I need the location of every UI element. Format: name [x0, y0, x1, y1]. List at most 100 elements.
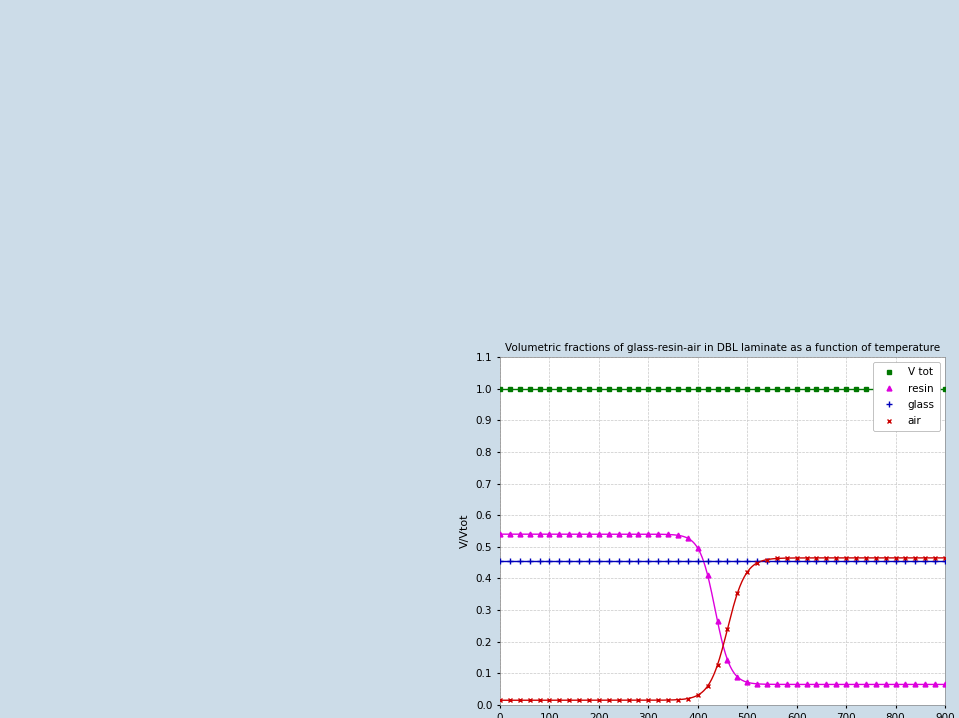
resin — [929, 680, 941, 689]
glass — [494, 556, 505, 565]
resin — [860, 680, 872, 689]
V tot — [622, 384, 634, 393]
V tot — [544, 384, 555, 393]
glass — [821, 556, 832, 565]
V tot — [692, 384, 704, 393]
air — [692, 691, 704, 699]
resin — [702, 571, 713, 579]
air — [751, 559, 762, 567]
resin — [890, 680, 901, 689]
glass — [544, 556, 555, 565]
glass — [761, 556, 773, 565]
V tot — [514, 384, 526, 393]
air — [534, 696, 546, 704]
glass — [643, 556, 654, 565]
resin — [851, 680, 862, 689]
air — [939, 554, 950, 562]
air — [672, 695, 684, 704]
V tot — [732, 384, 743, 393]
glass — [741, 556, 753, 565]
glass — [553, 556, 565, 565]
glass — [573, 556, 585, 565]
V tot — [751, 384, 762, 393]
resin — [810, 680, 822, 689]
V tot — [712, 384, 723, 393]
glass — [652, 556, 664, 565]
V tot — [801, 384, 812, 393]
glass — [613, 556, 624, 565]
V tot — [830, 384, 842, 393]
V tot — [851, 384, 862, 393]
air — [830, 554, 842, 562]
resin — [682, 534, 693, 543]
resin — [939, 680, 950, 689]
V tot — [573, 384, 585, 393]
air — [544, 696, 555, 704]
air — [791, 554, 803, 562]
resin — [751, 679, 762, 688]
glass — [524, 556, 535, 565]
resin — [712, 617, 723, 625]
resin — [534, 530, 546, 538]
glass — [663, 556, 674, 565]
glass — [633, 556, 644, 565]
air — [732, 589, 743, 598]
air — [851, 554, 862, 562]
resin — [603, 530, 615, 538]
glass — [870, 556, 881, 565]
glass — [880, 556, 892, 565]
air — [553, 696, 565, 704]
V tot — [524, 384, 535, 393]
V tot — [810, 384, 822, 393]
V tot — [583, 384, 595, 393]
resin — [920, 680, 931, 689]
V tot — [920, 384, 931, 393]
resin — [801, 680, 812, 689]
air — [909, 554, 921, 562]
air — [583, 696, 595, 704]
glass — [771, 556, 783, 565]
glass — [840, 556, 852, 565]
glass — [732, 556, 743, 565]
V tot — [672, 384, 684, 393]
air — [652, 696, 664, 704]
V tot — [504, 384, 516, 393]
Line: V tot: V tot — [498, 386, 947, 391]
glass — [801, 556, 812, 565]
V tot — [652, 384, 664, 393]
resin — [692, 544, 704, 552]
V tot — [722, 384, 734, 393]
glass — [909, 556, 921, 565]
air — [702, 682, 713, 691]
glass — [682, 556, 693, 565]
resin — [573, 530, 585, 538]
glass — [810, 556, 822, 565]
resin — [553, 530, 565, 538]
V tot — [643, 384, 654, 393]
V tot — [890, 384, 901, 393]
glass — [564, 556, 575, 565]
glass — [929, 556, 941, 565]
air — [593, 696, 604, 704]
resin — [840, 680, 852, 689]
air — [613, 696, 624, 704]
Line: resin: resin — [498, 532, 947, 687]
resin — [900, 680, 911, 689]
air — [870, 554, 881, 562]
glass — [900, 556, 911, 565]
Title: Volumetric fractions of glass-resin-air in DBL laminate as a function of tempera: Volumetric fractions of glass-resin-air … — [505, 343, 940, 353]
V tot — [633, 384, 644, 393]
air — [801, 554, 812, 562]
resin — [732, 673, 743, 681]
resin — [672, 531, 684, 540]
air — [929, 554, 941, 562]
resin — [722, 656, 734, 664]
glass — [830, 556, 842, 565]
air — [741, 568, 753, 577]
glass — [712, 556, 723, 565]
glass — [514, 556, 526, 565]
glass — [920, 556, 931, 565]
air — [504, 696, 516, 704]
resin — [613, 530, 624, 538]
V tot — [939, 384, 950, 393]
